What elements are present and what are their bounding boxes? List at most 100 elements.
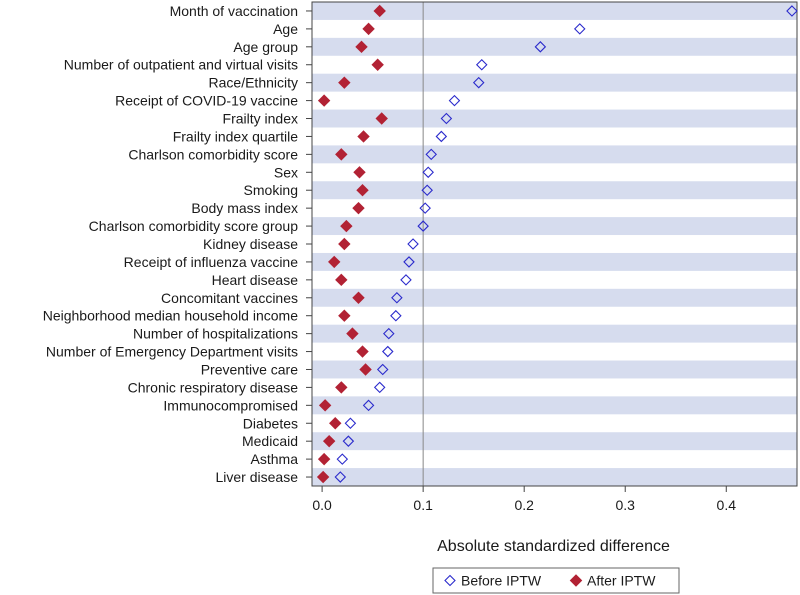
row-band bbox=[312, 324, 797, 343]
after-iptw-point bbox=[352, 201, 365, 215]
x-tick-label: 0.1 bbox=[413, 497, 433, 513]
data-points bbox=[316, 4, 798, 484]
y-tick-label: Receipt of COVID-19 vaccine bbox=[115, 93, 298, 109]
after-iptw-point bbox=[317, 452, 331, 466]
x-tick-label: 0.4 bbox=[717, 497, 737, 513]
after-iptw-point bbox=[335, 381, 348, 394]
after-iptw-point bbox=[335, 148, 348, 161]
before-iptw-point bbox=[573, 23, 586, 35]
after-iptw-point bbox=[335, 273, 348, 287]
after-iptw-point bbox=[317, 94, 331, 107]
after-iptw-point bbox=[356, 184, 369, 197]
before-iptw-point bbox=[336, 453, 349, 465]
after-iptw-point bbox=[356, 345, 369, 358]
after-iptw-point bbox=[338, 309, 351, 322]
y-tick-label: Chronic respiratory disease bbox=[128, 379, 299, 395]
before-iptw-point bbox=[383, 327, 395, 340]
after-iptw-point bbox=[316, 470, 330, 484]
before-iptw-point bbox=[417, 220, 429, 232]
row-bands bbox=[312, 2, 797, 486]
row-band bbox=[312, 145, 797, 164]
after-iptw-point bbox=[340, 219, 353, 233]
row-band bbox=[312, 37, 797, 56]
after-iptw-point bbox=[371, 58, 384, 71]
after-iptw-point bbox=[375, 112, 388, 125]
x-tick-label: 0.2 bbox=[514, 497, 534, 513]
y-tick-label: Number of Emergency Department visits bbox=[46, 344, 298, 360]
legend-label: After IPTW bbox=[587, 573, 656, 589]
y-tick-label: Kidney disease bbox=[203, 236, 298, 252]
y-tick-label: Receipt of influenza vaccine bbox=[124, 254, 299, 270]
after-iptw-point bbox=[355, 40, 368, 54]
before-iptw-point bbox=[422, 166, 434, 179]
legend-after-marker bbox=[569, 574, 583, 587]
y-tick-label: Frailty index bbox=[223, 111, 298, 127]
y-tick-label: Immunocompromised bbox=[163, 397, 298, 413]
x-axis-title: Absolute standardized difference bbox=[437, 538, 670, 555]
after-iptw-point bbox=[353, 166, 366, 179]
after-iptw-point bbox=[346, 327, 359, 340]
y-tick-label: Charlson comorbidity score group bbox=[89, 218, 299, 234]
after-iptw-point bbox=[357, 130, 370, 143]
after-iptw-point bbox=[318, 399, 332, 412]
y-tick-label: Diabetes bbox=[243, 415, 298, 431]
y-tick-label: Heart disease bbox=[212, 272, 299, 288]
before-iptw-point bbox=[534, 41, 547, 53]
legend: Before IPTW After IPTW bbox=[432, 567, 680, 594]
x-tick-label: 0.0 bbox=[312, 497, 332, 513]
before-iptw-point bbox=[362, 399, 375, 412]
after-iptw-point bbox=[328, 255, 341, 269]
row-band bbox=[312, 288, 797, 307]
before-iptw-point bbox=[382, 345, 394, 358]
y-tick-label: Number of outpatient and virtual visits bbox=[64, 57, 298, 73]
y-tick-label: Race/Ethnicity bbox=[209, 75, 298, 91]
x-tick-label: 0.3 bbox=[615, 497, 635, 513]
before-iptw-point bbox=[390, 309, 402, 322]
row-band bbox=[312, 2, 797, 20]
before-iptw-point bbox=[376, 363, 389, 376]
before-iptw-point bbox=[475, 58, 488, 71]
y-tick-label: Age bbox=[273, 21, 298, 37]
y-tick-label: Medicaid bbox=[242, 433, 298, 449]
before-iptw-point bbox=[400, 274, 412, 286]
after-iptw-point bbox=[352, 291, 365, 304]
row-band bbox=[312, 181, 797, 200]
y-tick-label: Body mass index bbox=[191, 200, 298, 216]
y-tick-label: Preventive care bbox=[201, 361, 298, 377]
y-tick-label: Smoking bbox=[244, 182, 298, 198]
row-band bbox=[312, 396, 797, 415]
before-iptw-point bbox=[334, 471, 347, 483]
row-band bbox=[312, 217, 797, 236]
legend-box bbox=[432, 567, 680, 594]
row-band bbox=[312, 468, 797, 486]
row-band bbox=[312, 432, 797, 451]
before-iptw-point bbox=[435, 130, 448, 143]
y-tick-label: Liver disease bbox=[216, 469, 299, 485]
legend-label: Before IPTW bbox=[461, 573, 542, 589]
after-iptw-point bbox=[359, 363, 372, 376]
before-iptw-point bbox=[786, 5, 798, 17]
row-band bbox=[312, 252, 797, 271]
before-iptw-point bbox=[373, 381, 386, 394]
before-iptw-point bbox=[448, 94, 461, 107]
before-iptw-point bbox=[407, 238, 419, 250]
before-iptw-point bbox=[342, 435, 355, 447]
y-tick-label: Sex bbox=[274, 164, 298, 180]
after-iptw-point bbox=[362, 22, 375, 36]
row-band bbox=[312, 73, 797, 92]
y-tick-label: Month of vaccination bbox=[170, 3, 298, 19]
before-iptw-point bbox=[344, 417, 357, 430]
after-iptw-point bbox=[322, 434, 336, 448]
before-iptw-point bbox=[419, 202, 431, 214]
before-iptw-point bbox=[421, 184, 433, 196]
y-tick-label: Neighborhood median household income bbox=[43, 308, 299, 324]
legend-before-marker bbox=[444, 574, 456, 587]
y-axis-labels: Month of vaccination Age Age group Number o… bbox=[43, 3, 312, 485]
after-iptw-point bbox=[338, 237, 351, 251]
after-iptw-point bbox=[338, 76, 351, 89]
y-tick-label: Frailty index quartile bbox=[173, 128, 298, 144]
before-iptw-point bbox=[403, 256, 415, 268]
after-iptw-point bbox=[373, 4, 386, 18]
before-iptw-point bbox=[425, 148, 438, 161]
